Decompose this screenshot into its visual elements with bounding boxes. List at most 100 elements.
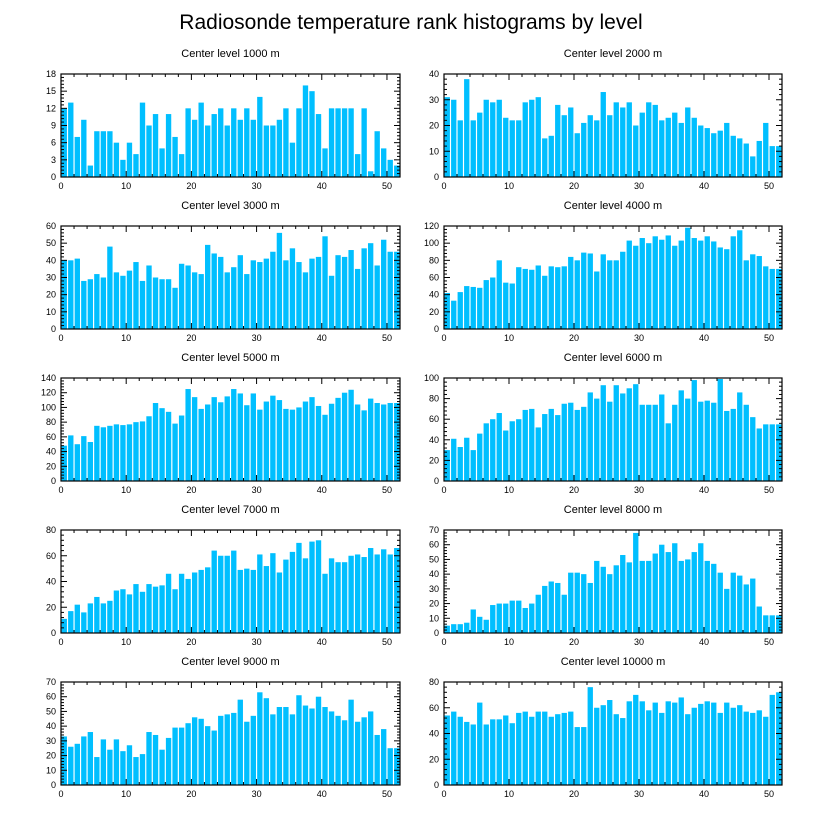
bar <box>361 248 367 329</box>
bar <box>568 107 574 177</box>
bar <box>191 119 198 177</box>
bar <box>620 718 626 785</box>
bar <box>464 721 470 785</box>
bar <box>776 146 782 177</box>
bar <box>381 549 387 633</box>
y-tick-label: 40 <box>46 255 56 265</box>
bar <box>270 125 276 177</box>
bar <box>94 757 100 785</box>
x-tick-label: 10 <box>504 333 514 343</box>
bar <box>490 102 496 177</box>
bar <box>503 715 509 785</box>
bar <box>743 711 749 785</box>
bar <box>477 702 483 785</box>
bar <box>652 404 658 481</box>
y-tick-label: 120 <box>424 221 439 231</box>
bar <box>361 717 367 785</box>
bar <box>309 541 315 633</box>
y-tick-label: 140 <box>41 373 56 383</box>
chart-panel: Center level 7000 m 0 10 20 30 40 50 0 20 40 60 80 <box>46 504 401 647</box>
bar <box>126 594 133 634</box>
bar <box>704 236 710 329</box>
x-tick-label: 20 <box>186 181 196 191</box>
bar <box>477 112 483 178</box>
bar <box>457 716 463 785</box>
bar <box>750 156 756 177</box>
y-tick-label: 30 <box>429 95 439 105</box>
bar <box>159 148 165 177</box>
bar <box>672 112 678 178</box>
bar <box>737 575 743 633</box>
bar <box>263 258 270 329</box>
y-tick-label: 20 <box>429 455 439 465</box>
bar <box>633 245 639 329</box>
y-tick-label: 60 <box>429 273 439 283</box>
bar <box>529 269 535 329</box>
bar <box>594 120 600 177</box>
bar <box>348 108 354 177</box>
bar <box>743 584 749 633</box>
bar <box>678 122 684 177</box>
y-tick-label: 30 <box>429 584 439 594</box>
bar <box>620 555 626 633</box>
x-tick-label: 10 <box>504 485 514 495</box>
bar <box>711 563 717 633</box>
bar <box>711 402 717 481</box>
x-tick-label: 20 <box>569 181 579 191</box>
x-tick-label: 30 <box>634 789 644 799</box>
bar <box>776 615 782 633</box>
panel-title: Center level 8000 m <box>564 504 662 516</box>
bar <box>146 125 152 177</box>
bar <box>561 266 567 329</box>
panel-title: Center level 1000 m <box>181 48 279 60</box>
x-tick-label: 40 <box>317 789 327 799</box>
bar <box>698 703 704 785</box>
y-tick-label: 70 <box>46 677 56 687</box>
bar <box>394 403 400 481</box>
bar <box>191 572 198 633</box>
bar <box>218 256 224 329</box>
bar <box>516 712 522 785</box>
x-tick-label: 0 <box>58 789 63 799</box>
bar <box>100 131 107 177</box>
bar <box>477 616 483 633</box>
bar <box>503 603 509 633</box>
bar <box>639 112 645 178</box>
bar <box>509 723 515 785</box>
bar <box>120 425 126 481</box>
bar <box>542 414 548 481</box>
bar <box>289 142 296 177</box>
bar <box>289 714 296 785</box>
y-tick-label: 60 <box>429 540 439 550</box>
bar <box>652 553 658 633</box>
bar <box>626 240 632 329</box>
bar <box>231 389 237 481</box>
bar <box>600 566 606 633</box>
bar <box>685 559 691 633</box>
y-tick-label: 50 <box>429 554 439 564</box>
bar <box>198 274 204 329</box>
bar <box>211 253 217 329</box>
bar <box>126 142 133 177</box>
bar <box>685 107 691 177</box>
bar <box>322 148 328 177</box>
y-tick-label: 80 <box>46 417 56 427</box>
bar <box>470 286 476 329</box>
x-tick-label: 50 <box>764 637 774 647</box>
bar <box>257 262 263 329</box>
y-tick-label: 60 <box>429 703 439 713</box>
bar <box>263 566 270 633</box>
y-tick-label: 10 <box>429 613 439 623</box>
bar <box>639 238 645 329</box>
bar <box>367 711 374 785</box>
bar <box>600 254 606 329</box>
bar <box>561 712 567 785</box>
bar <box>490 719 496 785</box>
bar <box>678 240 684 329</box>
bar <box>283 707 289 785</box>
bar <box>205 125 211 177</box>
bar <box>289 551 296 633</box>
bar <box>302 705 309 785</box>
y-tick-label: 100 <box>424 373 439 383</box>
bar <box>600 705 606 785</box>
